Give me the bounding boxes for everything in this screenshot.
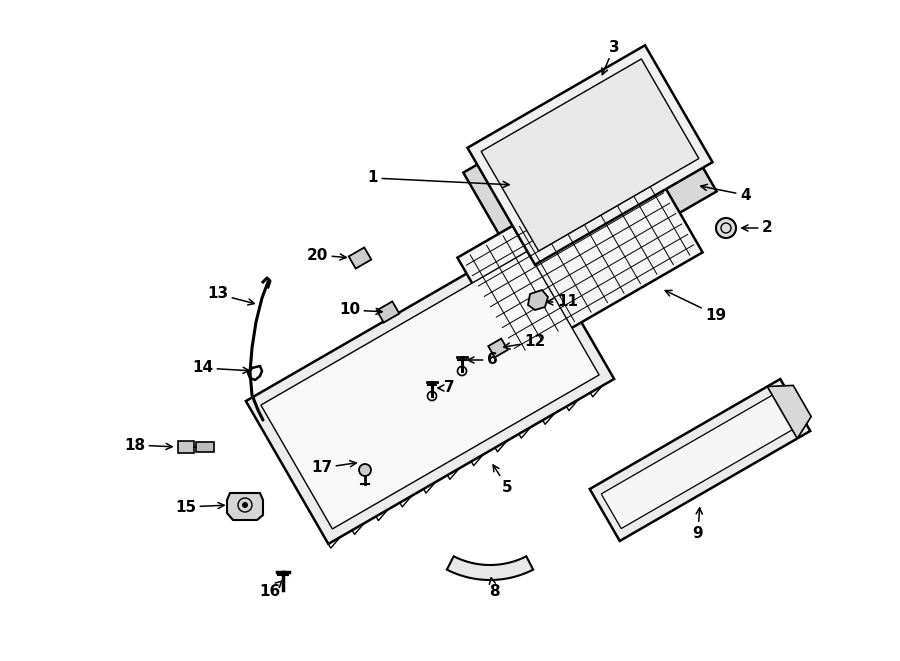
- Circle shape: [242, 502, 248, 508]
- Text: 11: 11: [547, 295, 578, 309]
- Text: 16: 16: [259, 580, 283, 600]
- Polygon shape: [467, 46, 713, 264]
- Text: 4: 4: [701, 184, 751, 202]
- Text: 5: 5: [493, 465, 512, 494]
- Polygon shape: [457, 150, 703, 360]
- Text: 12: 12: [504, 334, 545, 350]
- Polygon shape: [248, 366, 262, 380]
- Polygon shape: [377, 301, 400, 323]
- Polygon shape: [246, 236, 614, 544]
- Polygon shape: [482, 59, 699, 251]
- Text: 3: 3: [602, 40, 619, 75]
- Polygon shape: [227, 493, 263, 520]
- Text: 7: 7: [438, 381, 455, 395]
- Text: 20: 20: [307, 247, 346, 262]
- Polygon shape: [601, 391, 799, 529]
- Text: 6: 6: [468, 352, 498, 368]
- Polygon shape: [447, 557, 533, 580]
- Text: 2: 2: [742, 221, 773, 235]
- Text: 18: 18: [124, 438, 172, 453]
- Text: 17: 17: [310, 461, 356, 475]
- Text: 19: 19: [665, 290, 726, 323]
- Text: 9: 9: [693, 508, 703, 541]
- Polygon shape: [261, 251, 599, 529]
- Text: 13: 13: [207, 286, 255, 305]
- Text: 14: 14: [192, 360, 249, 375]
- Polygon shape: [464, 67, 716, 296]
- Bar: [196, 442, 214, 452]
- Polygon shape: [528, 290, 548, 310]
- Polygon shape: [489, 338, 508, 358]
- Circle shape: [716, 218, 736, 238]
- Text: 15: 15: [175, 500, 224, 514]
- Polygon shape: [590, 379, 810, 541]
- Polygon shape: [348, 247, 372, 268]
- Text: 1: 1: [367, 171, 509, 188]
- Circle shape: [359, 464, 371, 476]
- Text: 10: 10: [339, 303, 382, 317]
- Bar: [178, 441, 194, 453]
- Text: 8: 8: [489, 578, 500, 600]
- Polygon shape: [768, 385, 811, 438]
